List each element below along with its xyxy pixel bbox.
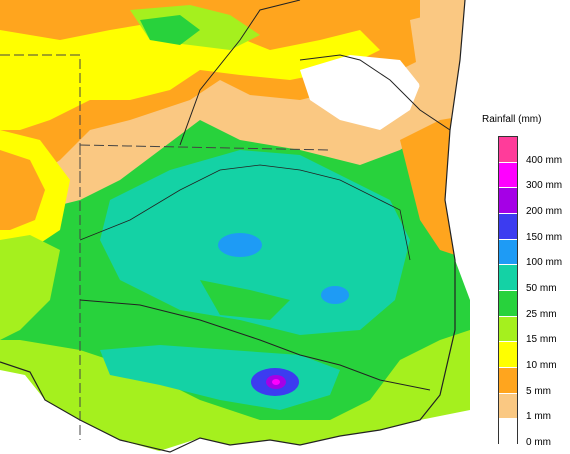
legend-label: 5 mm (526, 385, 551, 397)
legend-label: 100 mm (526, 257, 563, 269)
river-murray (79, 164, 411, 261)
legend-label: 1 mm (526, 411, 551, 423)
rain-zone-5mm-west (0, 150, 45, 230)
rain-zone-15mm-south (0, 330, 470, 454)
legend-label: 25 mm (526, 308, 557, 320)
legend: Rainfall (mm) 400 mm 300 mm 200 mm 150 mm 10… (472, 108, 570, 454)
rain-zone-light-east (410, 10, 470, 115)
legend-swatch (499, 214, 517, 239)
rain-zone-dry-ne (300, 55, 420, 130)
legend-swatch (499, 188, 517, 213)
legend-label: 0 mm (526, 437, 551, 448)
legend-swatch (499, 137, 517, 162)
legend-label: 50 mm (526, 283, 557, 294)
border-sa-nt (0, 54, 81, 180)
border-nsw-vic (79, 299, 431, 391)
rain-zone-100mm-spot-2 (321, 286, 349, 304)
legend-label: 300 mm (526, 180, 563, 192)
rain-zone-300mm-vic (272, 379, 280, 385)
legend-swatch (499, 342, 517, 367)
legend-swatch (499, 265, 517, 290)
rain-zone-25mm-patch (140, 15, 200, 45)
legend-swatch (499, 393, 517, 419)
legend-swatch (499, 162, 517, 188)
sea-south-west (0, 370, 170, 454)
legend-label: 10 mm (526, 360, 557, 371)
legend-swatch (499, 419, 517, 444)
legend-swatch (499, 291, 517, 316)
legend-label: 15 mm (526, 334, 557, 346)
legend-swatch (499, 316, 517, 342)
border-qld-nsw (179, 0, 451, 146)
legend-color-bar (498, 136, 518, 444)
legend-label: 150 mm (526, 231, 563, 243)
sea-east (445, 0, 470, 300)
legend-label: 200 mm (526, 206, 563, 217)
sea-south (150, 410, 470, 454)
rain-zone-100mm-spot-1 (218, 233, 262, 257)
legend-title: Rainfall (mm) (482, 114, 542, 125)
coastline (0, 0, 466, 453)
rainfall-map-svg (0, 0, 470, 454)
rain-zone-10mm-north (0, 20, 380, 130)
legend-label: 400 mm (526, 154, 563, 166)
rainfall-map (0, 0, 470, 454)
rain-zone-25mm-central-patch (200, 280, 290, 320)
legend-swatch (499, 368, 517, 393)
rain-zone-15mm-west (0, 235, 60, 340)
legend-swatch (499, 239, 517, 265)
